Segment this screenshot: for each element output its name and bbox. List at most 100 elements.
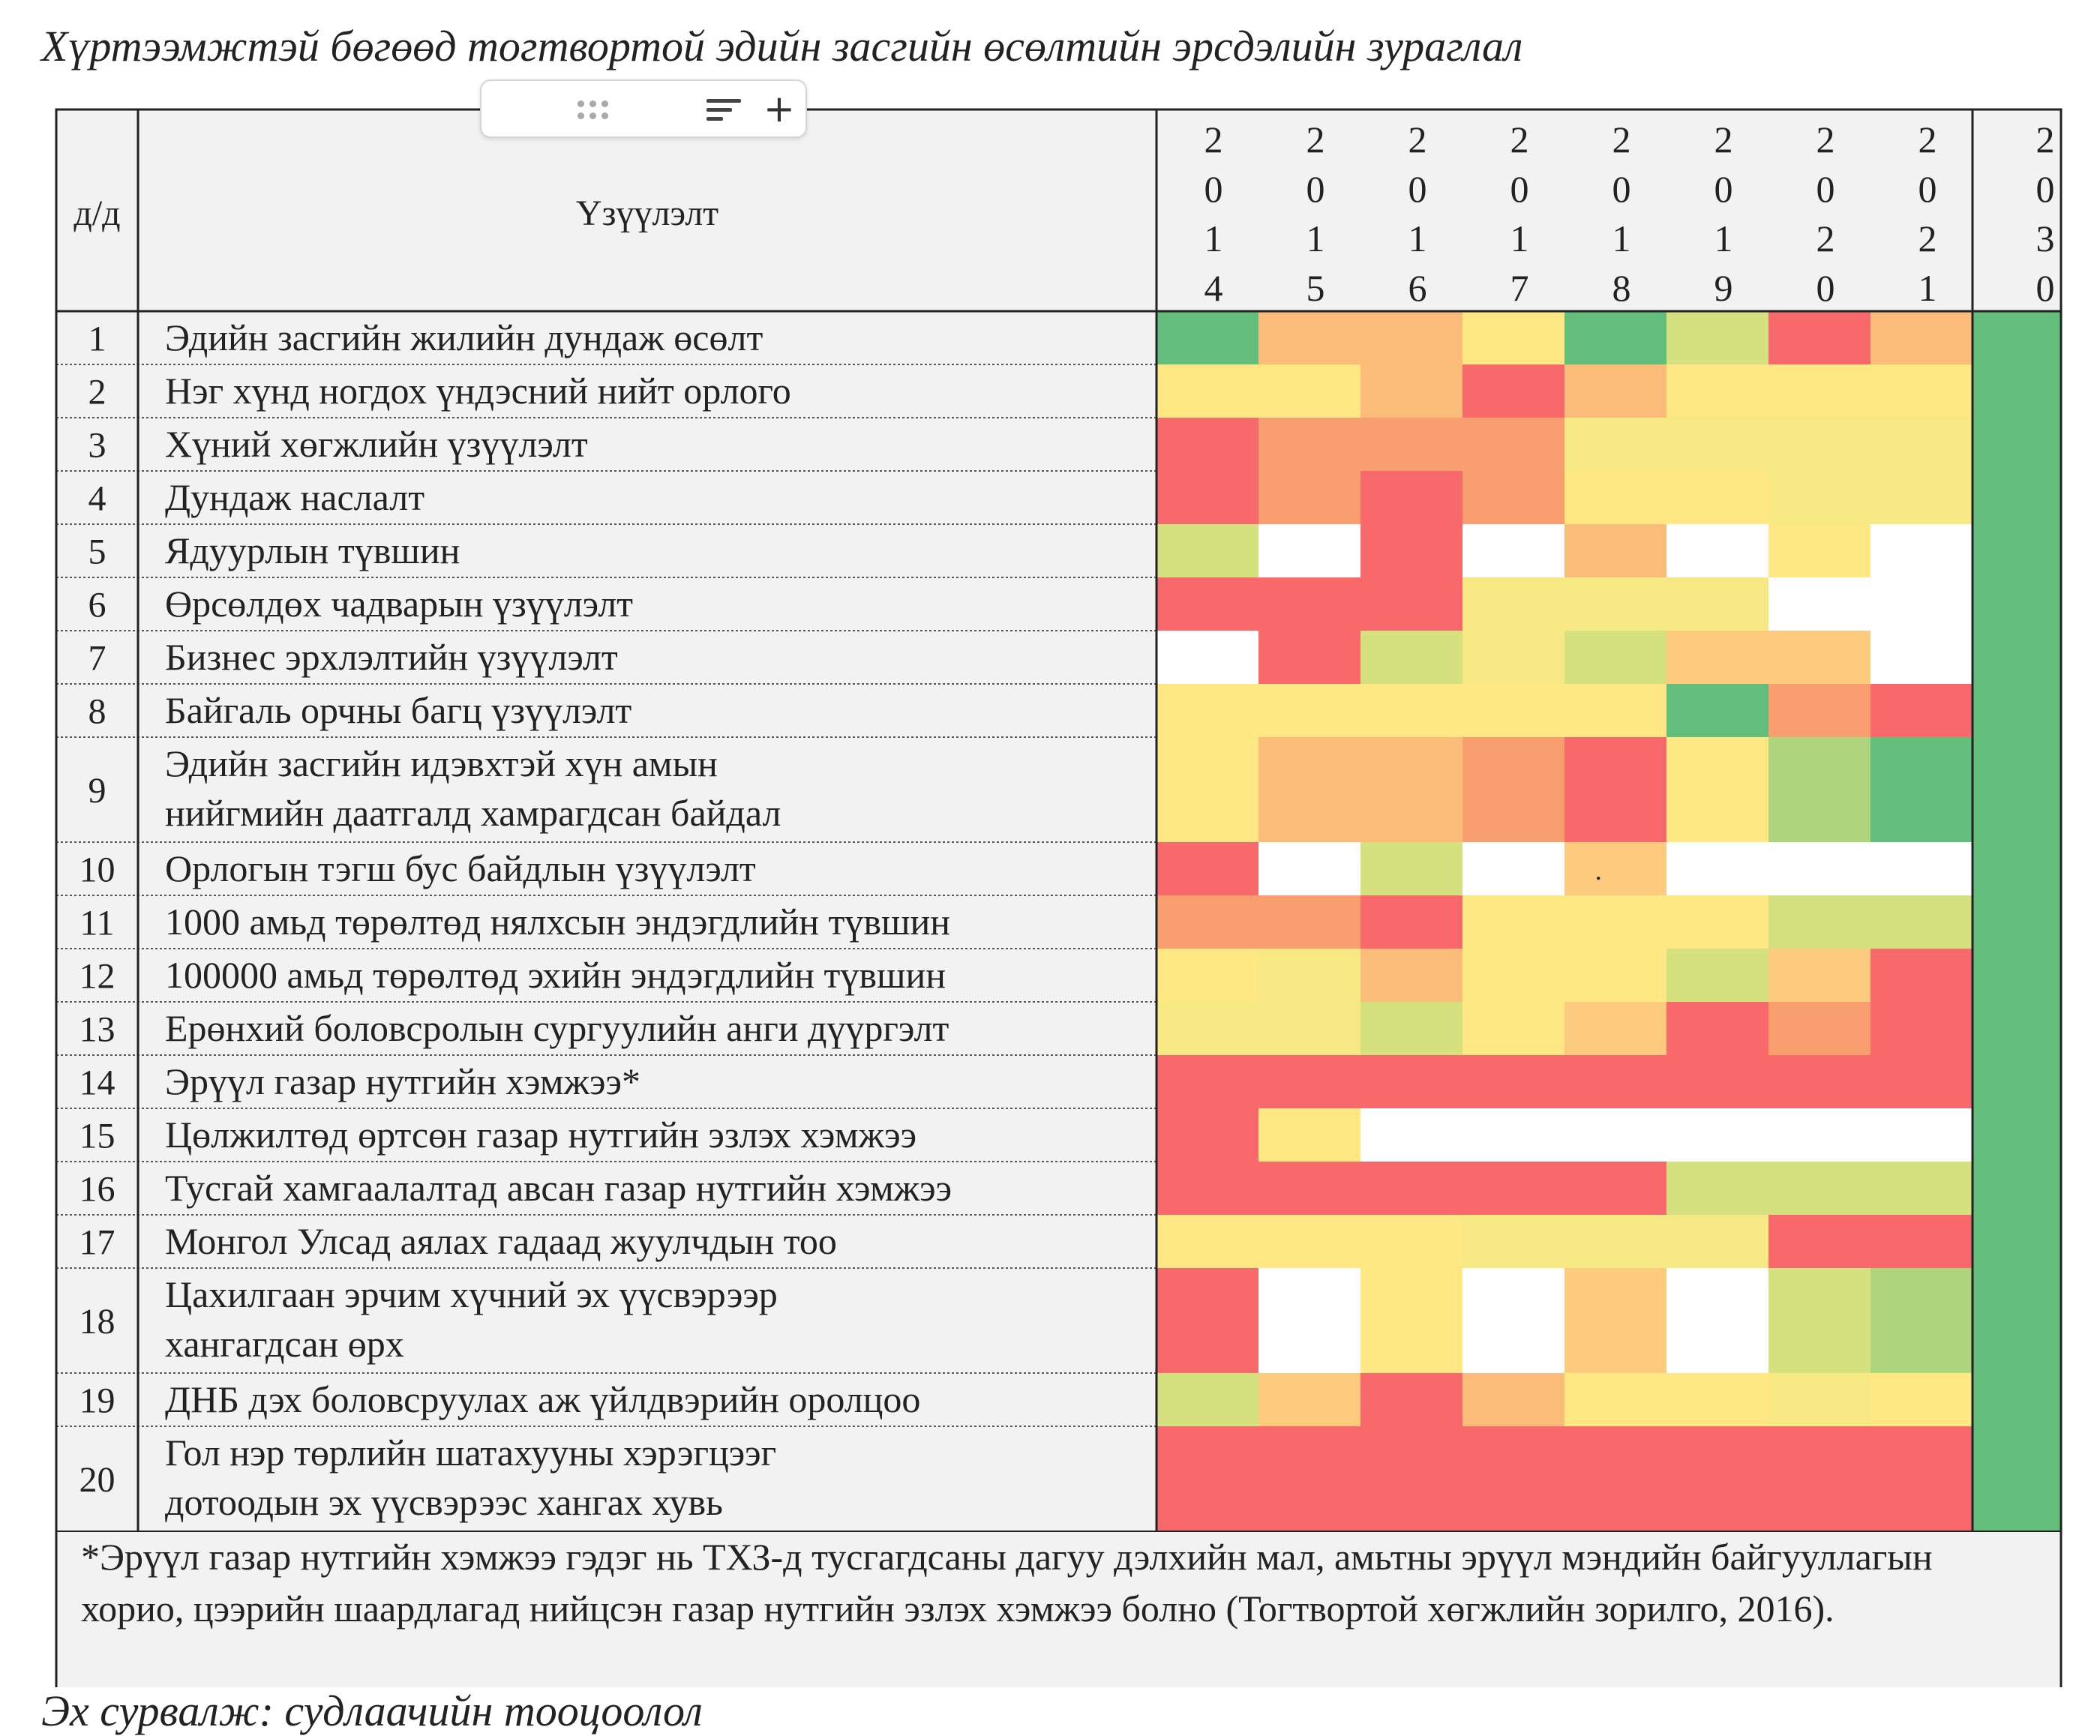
heatmap-cell-r2-2014: [1156, 364, 1259, 418]
heatmap-cell-r15-2019: [1666, 1108, 1769, 1162]
heatmap-cell-r1-2020: [1768, 311, 1871, 364]
sort-icon[interactable]: [706, 96, 744, 124]
heatmap-cell-r4-2015: [1258, 471, 1361, 524]
heatmap-cell-r6-2030: [1972, 577, 2061, 631]
heatmap-cell-r19-2020: [1768, 1373, 1871, 1426]
row-number: 7: [88, 639, 106, 679]
heatmap-cell-r4-2020: [1768, 471, 1871, 524]
drag-handle-icon[interactable]: [572, 97, 614, 123]
heatmap-cell-r20-2019: [1666, 1426, 1769, 1531]
heatmap-cell-r9-2015: [1258, 737, 1361, 842]
heatmap-cell-r13-2018: [1564, 1002, 1667, 1055]
heatmap-cell-r7-2014: [1156, 631, 1259, 684]
heatmap-cell-r9-2030: [1972, 737, 2061, 842]
row-label-17: Монгол Улсад аялах гадаад жуулчдын тоо: [165, 1220, 837, 1262]
heatmap-cell-r13-2020: [1768, 1002, 1871, 1055]
heatmap-cell-r16-2018: [1564, 1162, 1667, 1215]
heatmap-cell-r13-2021: [1870, 1002, 1973, 1055]
heatmap-cell-r4-2019: [1666, 471, 1769, 524]
heatmap-cell-r3-2015: [1258, 418, 1361, 471]
heatmap-cell-r9-2014: [1156, 737, 1259, 842]
heatmap-cell-r18-2015: [1258, 1268, 1361, 1373]
heatmap-cell-r10-2014: [1156, 842, 1259, 895]
heatmap-cell-r8-2014: [1156, 684, 1259, 737]
table-toolbar[interactable]: +: [480, 79, 807, 138]
heatmap-cell-r3-2030: [1972, 418, 2061, 471]
heatmap-cell-r1-2021: [1870, 311, 1973, 364]
heatmap-cell-r12-2020: [1768, 949, 1871, 1002]
row-label-6: Өрсөлдөх чадварын үзүүлэлт: [165, 583, 633, 625]
heatmap-cell-r9-2019: [1666, 737, 1769, 842]
heatmap-cell-r18-2020: [1768, 1268, 1871, 1373]
heatmap-cell-r5-2030: [1972, 524, 2061, 577]
heatmap-cell-r7-2030: [1972, 631, 2061, 684]
heatmap-cell-r11-2019: [1666, 895, 1769, 949]
heatmap-cell-r19-2014: [1156, 1373, 1259, 1426]
heatmap-cell-r6-2014: [1156, 577, 1259, 631]
heatmap-cell-r13-2015: [1258, 1002, 1361, 1055]
heatmap-cell-r18-2016: [1360, 1268, 1463, 1373]
heatmap-cell-r17-2018: [1564, 1215, 1667, 1268]
heatmap-cell-r8-2015: [1258, 684, 1361, 737]
row-number: 18: [80, 1302, 116, 1342]
heatmap-cell-r11-2020: [1768, 895, 1871, 949]
heatmap-cell-r9-2017: [1462, 737, 1565, 842]
heatmap-cell-r13-2019: [1666, 1002, 1769, 1055]
heatmap-cell-r16-2021: [1870, 1162, 1973, 1215]
heatmap-cell-r18-2030: [1972, 1268, 2061, 1373]
heatmap-cell-r15-2016: [1360, 1108, 1463, 1162]
heatmap-cell-r20-2017: [1462, 1426, 1565, 1531]
heatmap-cell-r6-2018: [1564, 577, 1667, 631]
heatmap-cell-r11-2016: [1360, 895, 1463, 949]
heatmap-cell-r10-2017: [1462, 842, 1565, 895]
row-label-16: Тусгай хамгаалалтад авсан газар нутгийн …: [165, 1167, 952, 1209]
heatmap-cell-r12-2019: [1666, 949, 1769, 1002]
figure-caption-top: Хүртээмжтэй бөгөөд тогтвортой эдийн засг…: [41, 22, 1523, 70]
heatmap-cell-r8-2030: [1972, 684, 2061, 737]
header-number: д/д: [74, 193, 120, 233]
heatmap-cell-r1-2018: [1564, 311, 1667, 364]
row-number: 12: [80, 957, 116, 997]
heatmap-cell-r6-2016: [1360, 577, 1463, 631]
table-footnote: *Эрүүл газар нутгийн хэмжээ гэдэг нь ТХЗ…: [81, 1536, 1933, 1630]
row-label-5: Ядуурлын түвшин: [165, 529, 460, 571]
row-label-11: 1000 амьд төрөлтөд нялхсын эндэгдлийн тү…: [165, 901, 950, 943]
heatmap-cell-r4-2017: [1462, 471, 1565, 524]
heatmap-cell-r10-2019: [1666, 842, 1769, 895]
heatmap-cell-r6-2019: [1666, 577, 1769, 631]
heatmap-cell-r7-2016: [1360, 631, 1463, 684]
heatmap-cell-r8-2017: [1462, 684, 1565, 737]
heatmap-cell-r15-2021: [1870, 1108, 1973, 1162]
heatmap-cell-r8-2018: [1564, 684, 1667, 737]
heatmap-cell-r16-2020: [1768, 1162, 1871, 1215]
heatmap-cell-r15-2015: [1258, 1108, 1361, 1162]
heatmap-cell-r18-2019: [1666, 1268, 1769, 1373]
plus-icon[interactable]: +: [764, 87, 795, 130]
heatmap-cell-r12-2021: [1870, 949, 1973, 1002]
row-label-13: Ерөнхий боловсролын сургуулийн анги дүүр…: [165, 1007, 949, 1049]
heatmap-cell-r11-2021: [1870, 895, 1973, 949]
heatmap-cell-r15-2017: [1462, 1108, 1565, 1162]
heatmap-cell-r18-2018: [1564, 1268, 1667, 1373]
heatmap-cell-r2-2020: [1768, 364, 1871, 418]
heatmap-cell-r12-2015: [1258, 949, 1361, 1002]
heatmap-cell-r11-2030: [1972, 895, 2061, 949]
row-number: 2: [88, 373, 106, 412]
row-label-19: ДНБ дэх боловсруулах аж үйлдвэрийн оролц…: [165, 1378, 920, 1420]
heatmap-cell-r14-2015: [1258, 1055, 1361, 1108]
heatmap-cell-r17-2014: [1156, 1215, 1259, 1268]
heatmap-cell-r2-2015: [1258, 364, 1361, 418]
heatmap-cell-r14-2021: [1870, 1055, 1973, 1108]
heatmap-cell-r6-2015: [1258, 577, 1361, 631]
heatmap-cell-r19-2019: [1666, 1373, 1769, 1426]
heatmap-cell-r19-2017: [1462, 1373, 1565, 1426]
heatmap-cell-r7-2019: [1666, 631, 1769, 684]
row-label-7: Бизнес эрхлэлтийн үзүүлэлт: [165, 636, 618, 678]
row-number: 20: [80, 1460, 116, 1500]
heatmap-cell-r6-2017: [1462, 577, 1565, 631]
heatmap-cell-r12-2016: [1360, 949, 1463, 1002]
heatmap-cell-r8-2021: [1870, 684, 1973, 737]
heatmap-cell-r13-2014: [1156, 1002, 1259, 1055]
heatmap-cell-r19-2016: [1360, 1373, 1463, 1426]
